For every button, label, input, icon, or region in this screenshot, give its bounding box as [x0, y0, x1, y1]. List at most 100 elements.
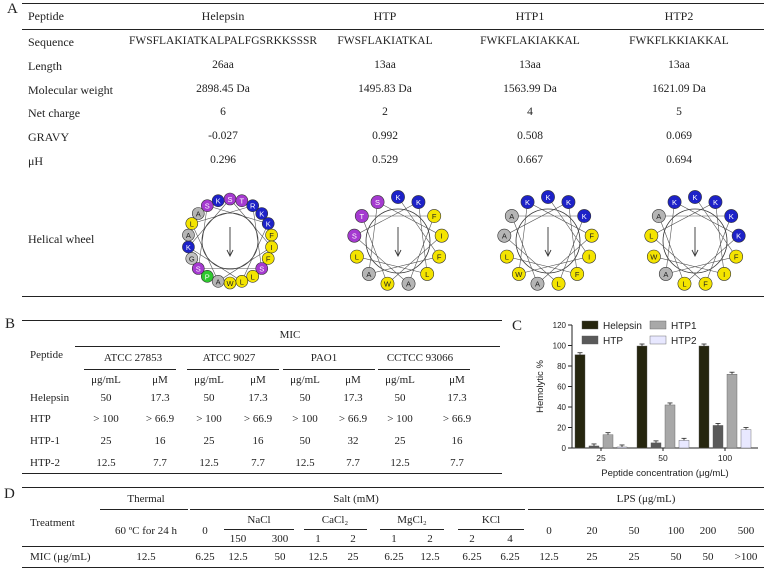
- table-d-mic-value: 12.5: [539, 551, 559, 563]
- residue-K: [211, 194, 225, 208]
- table-d-salt-name: MgCl₂: [397, 514, 427, 526]
- table-b-cell: 50: [394, 392, 406, 404]
- residue-L: [246, 270, 260, 283]
- residue-letter: A: [656, 212, 661, 221]
- table-d-thermal-condition: 60 ºC for 24 h: [114, 525, 178, 537]
- table-d-salt-rule: [190, 509, 525, 510]
- legend-label-helepsin: Helepsin: [603, 321, 642, 332]
- table-a-cell: 0.529: [372, 154, 398, 166]
- residue-A: [504, 209, 519, 223]
- legend-label-htp1: HTP1: [671, 321, 697, 332]
- table-b-cell: > 100: [292, 413, 318, 425]
- wheel-inner-circle: [365, 208, 431, 274]
- table-b-cell: 50: [299, 435, 311, 447]
- table-b-mic-rule: [75, 346, 500, 347]
- residue-A: [401, 276, 416, 291]
- table-b-row-label: HTP: [30, 413, 51, 425]
- residue-letter: W: [515, 270, 523, 279]
- bar-htp-25: [588, 445, 600, 449]
- residue-W: [380, 276, 395, 291]
- table-a-cell: 13aa: [668, 59, 690, 71]
- residue-letter: I: [588, 253, 590, 262]
- table-b-cell: 12.5: [96, 457, 116, 469]
- table-a-cell: 2: [382, 106, 388, 118]
- table-d-lps-header: LPS (μg/mL): [616, 493, 676, 505]
- table-d-salt-conc: 2: [350, 533, 356, 545]
- table-b-cell: 17.3: [343, 392, 363, 404]
- table-d-salt-conc: 2: [469, 533, 475, 545]
- table-b-strain-rule: [187, 369, 279, 370]
- y-tick-label: 80: [557, 362, 566, 371]
- residue-F: [698, 276, 713, 291]
- residue-letter: T: [240, 197, 245, 206]
- table-d-mic-value: 50: [670, 551, 682, 563]
- table-d-salt-zero: 0: [202, 525, 208, 537]
- table-d-salt-subrule: [458, 529, 524, 530]
- residue-letter: F: [432, 212, 437, 221]
- x-axis-label: Peptide concentration (μg/mL): [601, 468, 728, 479]
- table-a-cell: FWSFLAKIATKALPALFGSRKKSSSR: [128, 35, 318, 47]
- table-d-thermal-rule: [100, 509, 188, 510]
- table-b-strain-rule: [378, 369, 470, 370]
- residue-L: [551, 276, 566, 291]
- table-a-cell: 1621.09 Da: [652, 83, 706, 95]
- table-d-top-rule: [22, 487, 764, 488]
- residue-letter: I: [723, 270, 725, 279]
- arrow-head: [394, 249, 402, 258]
- residue-letter: I: [271, 243, 273, 252]
- table-a-cell: 13aa: [519, 59, 541, 71]
- table-b-cell: 25: [203, 435, 215, 447]
- table-a-cell: 0.508: [517, 130, 543, 142]
- table-d-salt-name: CaCl₂: [321, 514, 349, 526]
- table-a-row-label: Length: [28, 59, 62, 73]
- residue-L: [349, 249, 364, 264]
- table-d-mic-value: 6.25: [462, 551, 482, 563]
- table-a-cell: FWKFLKKIAKKAL: [629, 35, 729, 47]
- residue-L: [185, 217, 199, 230]
- residue-G: [185, 252, 199, 265]
- table-d-mic-value: 6.25: [195, 551, 215, 563]
- bar-htp2-25: [616, 446, 628, 449]
- residue-letter: A: [535, 280, 540, 289]
- wheel-inner-circle: [662, 208, 728, 274]
- residue-K: [667, 195, 682, 209]
- y-axis-label: Hemolytic %: [535, 360, 546, 413]
- table-b-row-label: Helepsin: [30, 392, 70, 404]
- panel-label-c: C: [512, 318, 523, 334]
- table-b-cell: 7.7: [153, 457, 167, 469]
- table-b-unit: μM: [345, 374, 361, 386]
- wheel-chords: [187, 198, 273, 282]
- residue-letter: F: [703, 280, 708, 289]
- residue-letter: L: [556, 280, 560, 289]
- y-tick-label: 100: [553, 342, 567, 351]
- table-a-cell: 0.992: [372, 130, 398, 142]
- table-b-unit: μg/mL: [290, 374, 320, 386]
- residue-letter: A: [366, 270, 371, 279]
- x-tick-label: 100: [718, 453, 732, 463]
- table-a-row-label: GRAVY: [28, 130, 70, 144]
- table-d-mic-value: 25: [586, 551, 598, 563]
- table-d-mic-label: MIC (μg/mL): [30, 551, 91, 563]
- residue-letter: L: [649, 232, 653, 241]
- residue-letter: S: [352, 232, 357, 241]
- table-d-salt-conc: 4: [507, 533, 513, 545]
- residue-S: [347, 228, 362, 243]
- table-a-cell: FWSFLAKIATKAL: [337, 35, 433, 47]
- bar-htp1-25: [602, 434, 614, 449]
- table-d-mic-value: 12.5: [228, 551, 248, 563]
- bar-helepsin-50: [636, 345, 648, 449]
- table-a-header-peptide: Peptide: [28, 9, 64, 23]
- residue-letter: L: [355, 253, 359, 262]
- residue-S: [191, 262, 205, 275]
- residue-F: [570, 267, 585, 281]
- table-b-cell: 12.5: [295, 457, 315, 469]
- residue-F: [584, 228, 599, 243]
- table-a-cell: 0.069: [666, 130, 692, 142]
- residue-letter: K: [266, 220, 271, 229]
- residue-letter: K: [672, 198, 677, 207]
- table-a-cell: -0.027: [208, 130, 238, 142]
- table-a-cell: 13aa: [374, 59, 396, 71]
- bar-htp-100: [712, 425, 724, 449]
- table-b-unit: μM: [449, 374, 465, 386]
- residue-letter: G: [189, 254, 195, 263]
